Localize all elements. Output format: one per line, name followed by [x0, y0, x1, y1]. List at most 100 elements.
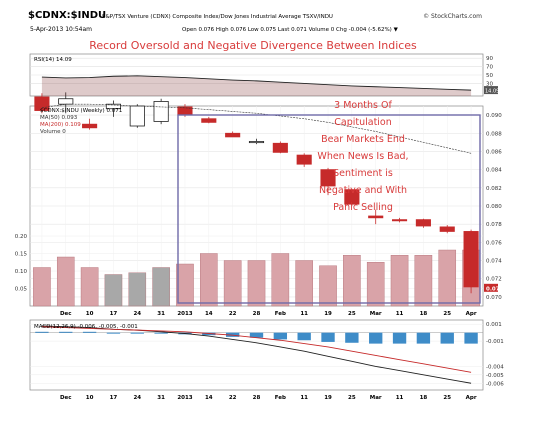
- rsi-y-tick: 50: [486, 73, 493, 79]
- macd-layer: [30, 325, 483, 384]
- price-last-value-tag: [484, 283, 498, 292]
- rsi-y-tick: 90: [486, 56, 493, 62]
- volume-bar: [223, 260, 242, 307]
- price-y-tick: 0.088: [486, 131, 502, 137]
- candle-body: [344, 189, 360, 205]
- macd-x-tick: 28: [253, 395, 261, 401]
- macd-x-tick: 25: [348, 395, 356, 401]
- macd-x-tick: Feb: [275, 395, 286, 401]
- price-x-tick: 2013: [177, 311, 192, 317]
- price-x-tick: 11: [300, 311, 308, 317]
- annotation-line: Bear Markets End: [321, 134, 405, 145]
- macd-histogram-bar: [273, 332, 288, 340]
- macd-x-tick: 22: [229, 395, 237, 401]
- rsi-last-value-tag: [484, 86, 498, 95]
- volume-bar: [319, 265, 337, 307]
- price-legend-volume: Volume 0: [40, 129, 66, 135]
- candle-body: [320, 169, 336, 187]
- rsi-last-value-label: 14.09: [485, 89, 499, 95]
- price-x-tick: 19: [324, 311, 332, 317]
- price-x-tick: 24: [133, 311, 141, 317]
- price-y-tick: 0.078: [486, 222, 502, 228]
- price-x-tick: 11: [396, 311, 404, 317]
- price-x-tick: Feb: [275, 311, 286, 317]
- price-y-tick: 0.072: [486, 277, 502, 283]
- price-x-tick: Mar: [370, 311, 382, 317]
- macd-histogram-bar: [464, 332, 478, 344]
- volume-bar: [247, 260, 266, 307]
- macd-x-tick: Apr: [466, 395, 477, 401]
- macd-histogram-bar: [82, 331, 97, 333]
- candle-body: [58, 98, 74, 105]
- price-legend-ma200: MA(200) 0.109: [40, 122, 81, 128]
- rsi-grid: 30 50 70 90: [30, 56, 493, 87]
- rsi-area: [41, 75, 472, 96]
- macd-histogram-bar: [440, 332, 454, 344]
- rsi-line: [41, 75, 472, 91]
- volume-bar: [200, 253, 218, 307]
- volume-bar: [414, 255, 433, 307]
- candle-body: [391, 219, 408, 222]
- price-y-tick: 0.070: [486, 295, 502, 301]
- price-x-tick: 17: [110, 311, 118, 317]
- annotation-line: Capitulation: [334, 117, 392, 128]
- macd-x-tick: Dec: [60, 395, 72, 401]
- price-y-tick: 0.082: [486, 186, 502, 192]
- macd-x-tick: 17: [110, 395, 118, 401]
- macd-signal-line: [41, 326, 472, 373]
- volume-y-tick: 0.10: [15, 269, 28, 275]
- macd-x-tick: 24: [133, 395, 141, 401]
- price-x-tick: Apr: [466, 311, 477, 317]
- candle-body: [201, 118, 217, 123]
- price-legend-main: $CDNX:$INDU (Weekly) 0.071: [40, 108, 122, 114]
- volume-bar: [271, 253, 290, 307]
- volume-bar: [295, 260, 313, 307]
- price-last-value-label: 0.071: [486, 286, 504, 292]
- price-y-tick: 0.076: [486, 240, 502, 246]
- macd-x-tick: 19: [324, 395, 332, 401]
- macd-x-tick: 25: [443, 395, 451, 401]
- volume-bar: [366, 262, 385, 307]
- macd-histogram-bar: [321, 332, 335, 342]
- macd-x-tick: 18: [420, 395, 428, 401]
- candle-body: [82, 123, 98, 129]
- candle-body: [296, 154, 312, 165]
- macd-x-tick: 31: [157, 395, 165, 401]
- macd-x-tick: 14: [205, 395, 213, 401]
- macd-y-tick: -0.006: [486, 381, 504, 387]
- volume-y-tick: 0.20: [15, 234, 28, 240]
- price-legend-ma50: MA(50) 0.093: [40, 115, 78, 121]
- chart-symbol: $CDNX:$INDU: [28, 10, 106, 21]
- price-x-tick: 18: [420, 311, 428, 317]
- price-y-tick: 0.086: [486, 149, 502, 155]
- price-x-tick: Dec: [60, 311, 72, 317]
- candle-body: [439, 226, 455, 232]
- macd-histogram-bar: [249, 332, 264, 338]
- macd-histogram-bar: [416, 332, 431, 344]
- volume-bar: [128, 272, 147, 307]
- annotation-line: When News Is Bad,: [317, 151, 408, 162]
- macd-histogram-bar: [154, 332, 168, 334]
- price-x-tick: 14: [205, 311, 213, 317]
- macd-grid: 0.001 -0.001 -0.004 -0.005 -0.006: [30, 322, 504, 387]
- price-x-axis: Dec 10 17 24 31 2013 14 22 28 Feb 11 19 25 Mar 11 18 25 A…: [60, 311, 477, 317]
- macd-histogram-bar: [297, 332, 311, 341]
- volume-bar: [152, 267, 170, 307]
- macd-histogram-bar: [130, 332, 144, 334]
- rsi-lines: 14.09: [41, 75, 499, 96]
- macd-histogram-bar: [106, 332, 121, 334]
- candle-body: [463, 231, 479, 288]
- annotation-line: 3 Months Of: [334, 100, 392, 111]
- ma50-line: [41, 103, 472, 154]
- candle-body: [248, 141, 265, 144]
- price-x-tick: 25: [348, 311, 356, 317]
- chart-source: © StockCharts.com: [423, 13, 482, 20]
- volume-bar: [56, 256, 75, 307]
- volume-bars: [33, 249, 480, 307]
- price-x-tick: 10: [86, 311, 94, 317]
- macd-y-tick: 0.001: [486, 322, 502, 328]
- volume-bar: [343, 255, 361, 307]
- candle-body: [368, 215, 384, 219]
- macd-histogram-bar: [345, 332, 359, 343]
